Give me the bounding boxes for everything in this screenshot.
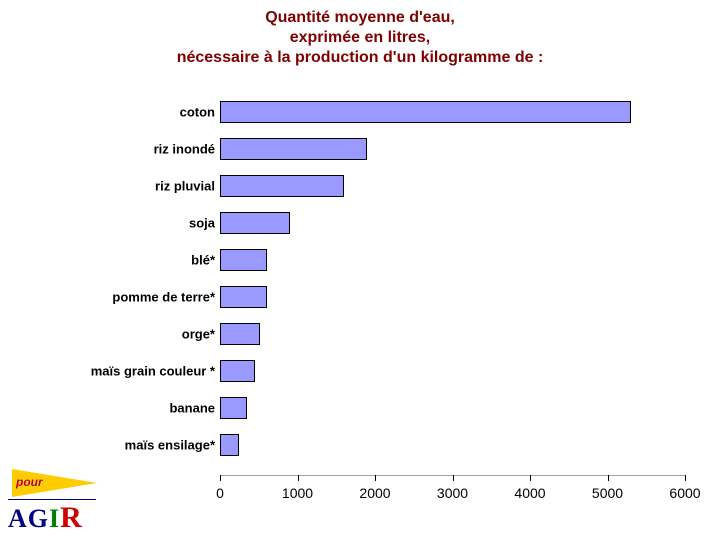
bar	[220, 249, 267, 271]
category-label: maïs grain couleur *	[50, 365, 215, 378]
plot-area	[220, 95, 685, 475]
bar	[220, 286, 267, 308]
category-label: orge*	[50, 328, 215, 341]
chart-title: Quantité moyenne d'eau, exprimée en litr…	[0, 8, 720, 68]
page: Quantité moyenne d'eau, exprimée en litr…	[0, 0, 720, 540]
category-label: banane	[50, 402, 215, 415]
logo-text: AGIR	[8, 501, 83, 535]
x-tick-mark	[530, 475, 531, 481]
x-tick-label: 2000	[359, 485, 390, 501]
category-label: maïs ensilage*	[50, 439, 215, 452]
pennant-text: pour	[16, 475, 43, 489]
category-label: soja	[50, 217, 215, 230]
bar	[220, 323, 260, 345]
chart: coton riz inondé riz pluvial soja blé* pomme …	[50, 95, 690, 510]
x-tick-mark	[608, 475, 609, 481]
x-tick-mark	[220, 475, 221, 481]
logo-letter-i: I	[49, 504, 60, 533]
category-label: pomme de terre*	[50, 291, 215, 304]
x-tick-label: 3000	[437, 485, 468, 501]
bar	[220, 175, 344, 197]
category-label: blé*	[50, 254, 215, 267]
category-label: coton	[50, 106, 215, 119]
bar	[220, 212, 290, 234]
bar	[220, 138, 367, 160]
x-tick-mark	[685, 475, 686, 481]
logo-letter-g: G	[28, 504, 49, 533]
bar	[220, 360, 255, 382]
bar	[220, 397, 247, 419]
x-tick-label: 1000	[282, 485, 313, 501]
x-tick-mark	[298, 475, 299, 481]
plot-wrap: coton riz inondé riz pluvial soja blé* pomme …	[50, 95, 690, 475]
title-line-1: Quantité moyenne d'eau,	[265, 9, 455, 26]
x-tick-label: 5000	[592, 485, 623, 501]
category-label: riz inondé	[50, 143, 215, 156]
logo-letter-a: A	[8, 504, 28, 533]
logo: pour AGIR	[4, 469, 124, 534]
logo-letter-r: R	[60, 501, 83, 534]
title-line-2: exprimée en litres,	[290, 29, 431, 46]
x-tick-label: 0	[216, 485, 224, 501]
x-tick-label: 6000	[669, 485, 700, 501]
logo-rule	[8, 499, 96, 500]
x-tick-label: 4000	[514, 485, 545, 501]
category-label: riz pluvial	[50, 180, 215, 193]
x-tick-mark	[375, 475, 376, 481]
bar	[220, 101, 631, 123]
x-tick-mark	[453, 475, 454, 481]
title-line-3: nécessaire à la production d'un kilogram…	[177, 49, 544, 66]
bar	[220, 434, 239, 456]
